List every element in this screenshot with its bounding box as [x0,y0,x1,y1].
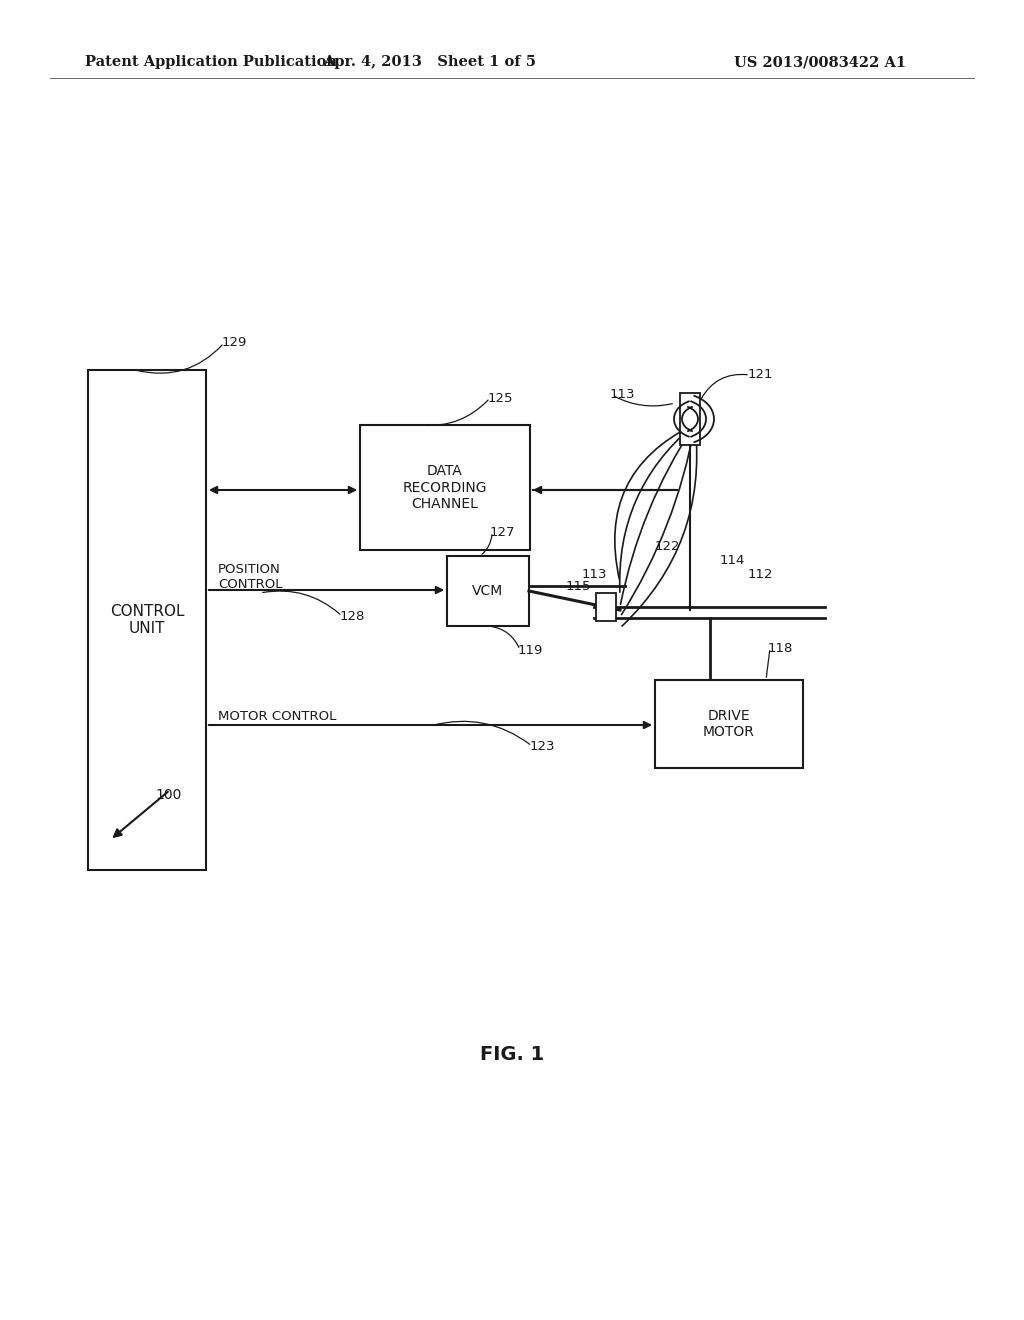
Text: 113: 113 [582,568,607,581]
Text: 123: 123 [530,739,555,752]
Text: MOTOR CONTROL: MOTOR CONTROL [218,710,336,722]
Bar [655,680,803,768]
Bar [447,556,529,626]
Text: 112: 112 [748,568,773,581]
Bar [88,370,206,870]
Text: VCM: VCM [472,583,504,598]
Text: 118: 118 [768,642,794,655]
Text: 121: 121 [748,368,773,381]
Text: 127: 127 [490,525,515,539]
Text: US 2013/0083422 A1: US 2013/0083422 A1 [734,55,906,69]
Text: DRIVE
MOTOR: DRIVE MOTOR [703,709,755,739]
Text: Patent Application Publication: Patent Application Publication [85,55,337,69]
Bar [596,593,616,620]
Text: 125: 125 [488,392,513,404]
Text: DATA
RECORDING
CHANNEL: DATA RECORDING CHANNEL [402,465,487,511]
Text: 114: 114 [720,553,745,566]
Text: 115: 115 [566,579,592,593]
Text: 129: 129 [222,337,248,350]
Bar [680,393,700,445]
Text: Apr. 4, 2013   Sheet 1 of 5: Apr. 4, 2013 Sheet 1 of 5 [324,55,537,69]
Text: 122: 122 [655,540,681,553]
Text: 113: 113 [610,388,636,401]
Text: 119: 119 [518,644,544,656]
Bar [360,425,530,550]
Text: FIG. 1: FIG. 1 [480,1045,544,1064]
Text: CONTROL
UNIT: CONTROL UNIT [110,603,184,636]
Text: 128: 128 [340,610,366,623]
Text: POSITION
CONTROL: POSITION CONTROL [218,564,283,591]
Text: 100: 100 [155,788,181,803]
